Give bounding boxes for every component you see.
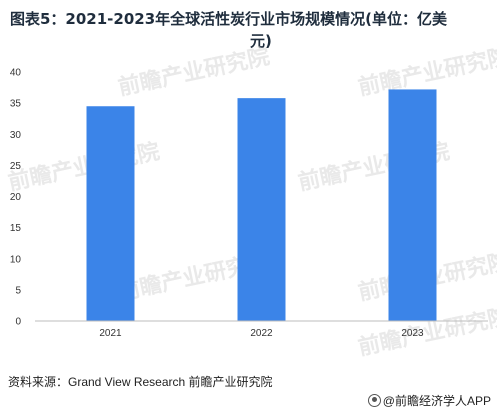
y-tick-label: 30 xyxy=(10,130,22,141)
chart-title-line1: 图表5：2021-2023年全球活性炭行业市场规模情况(单位：亿美 xyxy=(10,10,448,28)
y-tick-label: 0 xyxy=(15,317,21,328)
x-tick-label: 2022 xyxy=(250,328,273,339)
bars xyxy=(86,89,437,322)
y-tick-label: 15 xyxy=(10,223,22,234)
x-tick-label: 2023 xyxy=(401,328,424,339)
watermark-text: 前瞻产业研究院 xyxy=(6,138,162,195)
y-tick-label: 40 xyxy=(10,68,22,79)
y-axis-ticks: 0 5 10 15 20 25 30 35 40 xyxy=(10,68,22,328)
qianzhan-logo-icon xyxy=(367,394,381,407)
y-tick-label: 35 xyxy=(10,99,22,110)
credit-text: @前瞻经济学人APP xyxy=(382,394,491,408)
source-note: 资料来源：Grand View Research 前瞻产业研究院 xyxy=(8,375,273,389)
y-tick-label: 20 xyxy=(10,192,22,203)
watermark-text: 前瞻产业研究院 xyxy=(116,43,272,100)
y-tick-label: 10 xyxy=(10,254,22,265)
x-tick-label: 2021 xyxy=(99,328,122,339)
y-tick-label: 5 xyxy=(15,285,21,296)
y-tick-label: 25 xyxy=(10,161,22,172)
x-axis-ticks: 2021 2022 2023 xyxy=(99,328,424,339)
bar-2023 xyxy=(388,89,437,322)
bar-2022 xyxy=(237,98,286,322)
credit: @前瞻经济学人APP xyxy=(367,392,491,409)
chart-title: 图表5：2021-2023年全球活性炭行业市场规模情况(单位：亿美 元) xyxy=(10,8,490,52)
bar-2021 xyxy=(86,106,135,321)
chart-title-line2: 元) xyxy=(250,32,272,50)
